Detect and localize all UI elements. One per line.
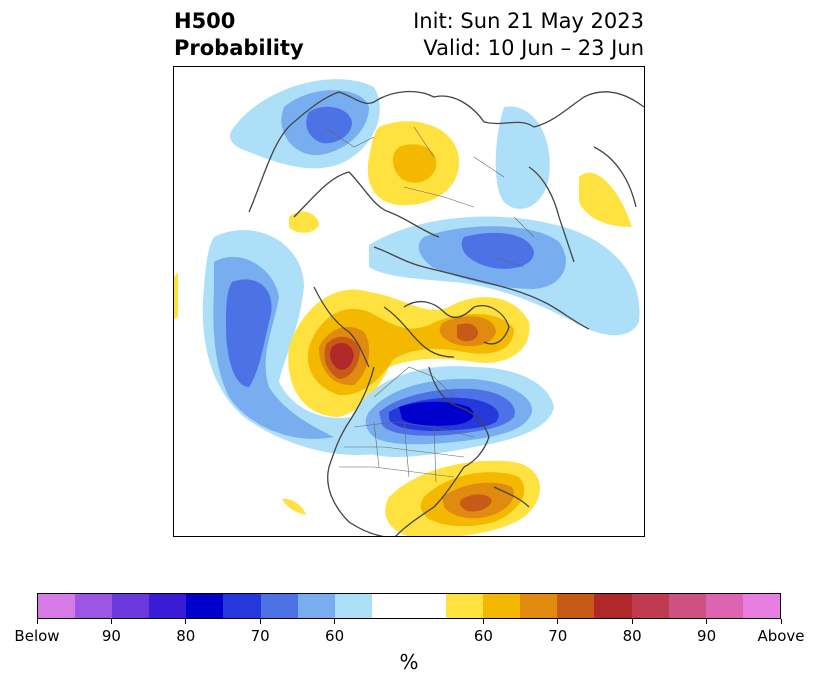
colorbar-segment <box>631 594 669 618</box>
colorbar-segment <box>446 594 484 618</box>
colorbar-segment <box>742 594 780 618</box>
colorbar-segment <box>668 594 706 618</box>
anomaly-above-edge-left <box>174 272 178 319</box>
anomaly-below-arctic <box>369 216 640 336</box>
valid-range: Valid: 10 Jun – 23 Jun <box>423 36 644 60</box>
colorbar-segment <box>705 594 743 618</box>
colorbar-segment <box>186 594 224 618</box>
anomaly-above-east <box>579 172 632 227</box>
colorbar-tick-mark <box>631 619 633 624</box>
anomaly-below-eastern-canada <box>349 366 554 457</box>
colorbar-tick-mark <box>259 619 261 624</box>
colorbar-segment <box>297 594 335 618</box>
colorbar-tick-label: 90 <box>101 627 121 645</box>
colorbar-segment <box>112 594 150 618</box>
colorbar-segment <box>371 594 409 618</box>
init-date: Init: Sun 21 May 2023 <box>413 9 644 33</box>
map-panel <box>173 66 645 537</box>
colorbar-tick-label: 60 <box>473 627 493 645</box>
colorbar-segment <box>38 594 76 618</box>
colorbar-tick-mark <box>706 619 708 624</box>
colorbar-tick-mark <box>780 619 782 624</box>
anomaly-above-russia <box>367 121 459 206</box>
colorbar-tick-mark <box>557 619 559 624</box>
colorbar-segment <box>594 594 632 618</box>
colorbar-segment <box>260 594 298 618</box>
colorbar-tick-label: 80 <box>622 627 642 645</box>
anomaly-above-small-west <box>289 211 319 233</box>
colorbar-tick-label: 70 <box>548 627 568 645</box>
colorbar-tick-mark <box>185 619 187 624</box>
colorbar-segment <box>520 594 558 618</box>
colorbar-tick-label: 60 <box>325 627 345 645</box>
colorbar-segment <box>483 594 521 618</box>
colorbar-unit-label: % <box>399 650 419 674</box>
title-product: Probability <box>174 36 304 60</box>
colorbar-tick-mark <box>334 619 336 624</box>
colorbar-segment <box>557 594 595 618</box>
title-variable: H500 <box>174 9 236 33</box>
colorbar-segment <box>75 594 113 618</box>
anomaly-above-southeast-us <box>385 460 540 536</box>
probability-map <box>174 79 644 536</box>
anomaly-below-pacific <box>202 230 409 456</box>
colorbar-tick-label: Above <box>757 627 805 645</box>
colorbar-tick-label: Below <box>14 627 60 645</box>
anomaly-below-siberia <box>495 106 550 209</box>
anomaly-above-small-sw <box>282 498 306 515</box>
colorbar-tick-mark <box>36 619 38 624</box>
title-left: H500 Probability <box>174 8 304 62</box>
colorbar <box>37 593 781 619</box>
colorbar-tick-mark <box>110 619 112 624</box>
colorbar-segment <box>334 594 372 618</box>
colorbar-tick-mark <box>482 619 484 624</box>
anomaly-above-alaska-canada <box>288 289 530 417</box>
colorbar-tick-label: 70 <box>250 627 270 645</box>
colorbar-tick-label: 90 <box>697 627 717 645</box>
anomaly-below-europe <box>229 79 380 169</box>
coastlines <box>248 90 644 536</box>
colorbar-segment <box>149 594 187 618</box>
colorbar-segment <box>223 594 261 618</box>
title-right: Init: Sun 21 May 2023 Valid: 10 Jun – 23… <box>413 8 644 62</box>
colorbar-segment <box>408 594 447 618</box>
country-borders <box>323 126 535 483</box>
colorbar-tick-label: 80 <box>176 627 196 645</box>
